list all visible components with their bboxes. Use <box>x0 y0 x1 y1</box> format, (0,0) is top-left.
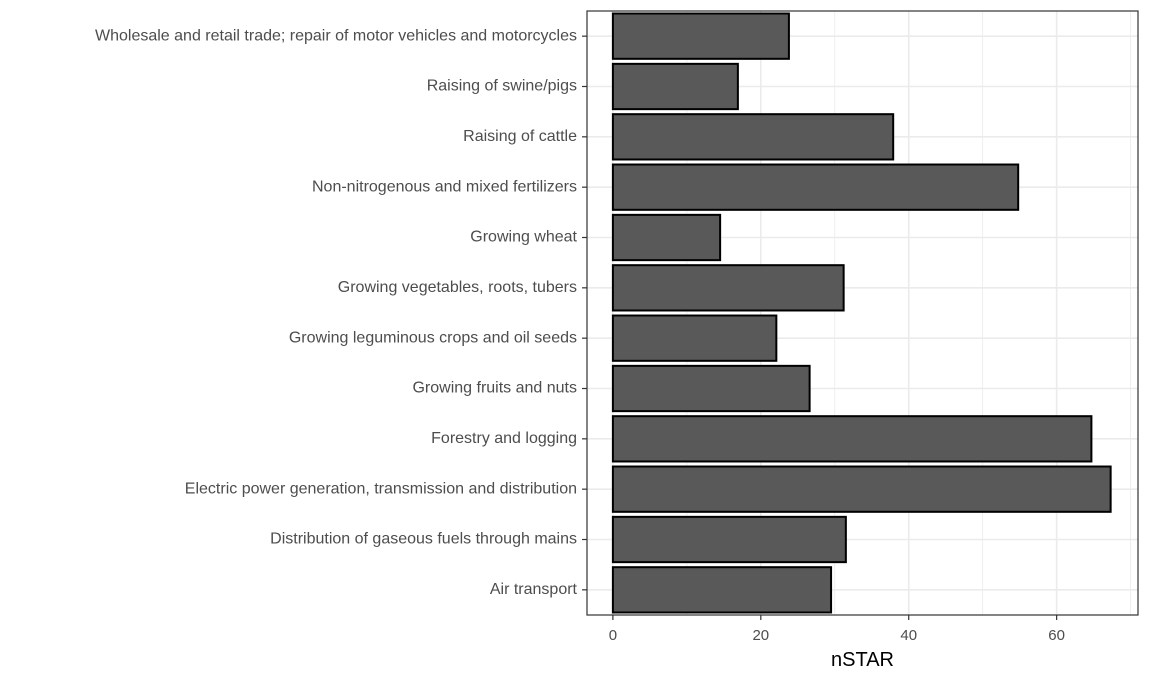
category-label: Electric power generation, transmission … <box>185 480 577 497</box>
x-axis: 0 20 40 60 <box>609 615 1065 644</box>
bar <box>611 515 847 564</box>
bar <box>611 364 811 413</box>
category-label: Raising of cattle <box>463 128 577 145</box>
category-label: Growing fruits and nuts <box>412 380 577 397</box>
y-axis: Wholesale and retail trade; repair of mo… <box>95 27 587 598</box>
category-label: Non-nitrogenous and mixed fertilizers <box>312 178 577 195</box>
x-tick-label: 0 <box>609 627 617 644</box>
category-label: Wholesale and retail trade; repair of mo… <box>95 27 577 44</box>
category-label: Growing wheat <box>470 229 577 246</box>
x-tick-label: 20 <box>752 627 769 644</box>
bars <box>611 12 1112 614</box>
bar <box>611 62 739 111</box>
bar <box>611 566 833 614</box>
bar <box>611 12 790 60</box>
bar <box>611 163 1020 211</box>
x-tick-label: 60 <box>1048 627 1065 644</box>
bar <box>611 264 845 312</box>
category-label: Distribution of gaseous fuels through ma… <box>270 531 577 548</box>
category-label: Forestry and logging <box>431 430 577 447</box>
x-axis-title: nSTAR <box>831 649 894 671</box>
category-label: Growing vegetables, roots, tubers <box>338 279 577 296</box>
category-label: Air transport <box>490 581 578 598</box>
panel-border <box>586 10 1139 616</box>
bar <box>611 314 778 362</box>
bar <box>611 113 895 161</box>
x-tick-label: 40 <box>900 627 917 644</box>
bar <box>611 213 722 262</box>
bar <box>611 465 1112 513</box>
bar <box>611 415 1093 463</box>
category-label: Growing leguminous crops and oil seeds <box>289 329 577 346</box>
category-label: Raising of swine/pigs <box>427 78 577 95</box>
